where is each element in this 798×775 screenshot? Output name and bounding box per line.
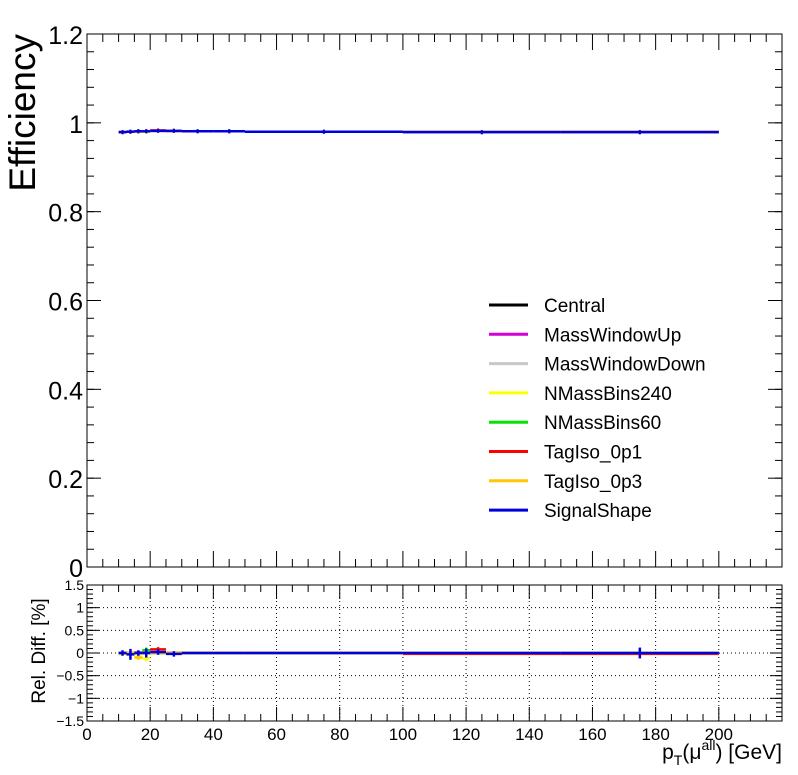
bottom-x-tick-label: 40 <box>204 725 223 744</box>
x-label-sup: all <box>701 737 715 753</box>
legend: Central MassWindowUp MassWindowDown NMassBi… <box>489 296 706 522</box>
legend-entry-label: MassWindowUp <box>544 325 681 346</box>
bottom-y-axis-label: Rel. Diff. [%] <box>29 598 50 703</box>
bottom-x-tick-label: 180 <box>641 725 669 744</box>
bottom-x-tick-label: 0 <box>82 725 91 744</box>
bottom-y-tick-label: 0 <box>76 645 84 661</box>
legend-entry-label: SignalShape <box>544 501 652 522</box>
top-y-tick-label: 0.6 <box>48 289 83 317</box>
legend-entry-label: NMassBins240 <box>544 384 672 405</box>
x-label-paren: (μ <box>682 741 701 764</box>
bottom-y-tick-label: 1 <box>76 600 84 616</box>
top-panel: 0 0.2 0.4 0.6 0.8 1 1.2 <box>48 22 783 583</box>
top-y-tick-label: 1 <box>69 111 83 139</box>
bottom-x-tick-label: 200 <box>705 725 733 744</box>
top-y-axis-label: Efficiency <box>2 34 43 192</box>
bottom-y-tick-label: −1.5 <box>56 713 84 729</box>
bottom-x-tick-label: 140 <box>515 725 543 744</box>
bottom-x-tick-label: 100 <box>389 725 417 744</box>
bottom-y-tick-label: −1 <box>68 690 84 706</box>
top-y-tick-label: 1.2 <box>48 22 83 50</box>
bottom-x-tick-label: 80 <box>330 725 349 744</box>
legend-entry-label: TagIso_0p1 <box>544 443 642 464</box>
x-label-sub: T <box>674 752 683 768</box>
legend-entry-label: MassWindowDown <box>544 355 706 376</box>
legend-entry-label: NMassBins60 <box>544 413 661 434</box>
bottom-panel: −1.5 −1 −0.5 0 0.5 1 1.5 0 20 40 60 80 100 120 140 160 1… <box>56 577 783 744</box>
top-plot-frame <box>86 33 783 568</box>
x-label-p: p <box>662 741 674 764</box>
x-label-rest: ) [GeV] <box>715 741 782 764</box>
bottom-x-tick-label: 20 <box>141 725 160 744</box>
bottom-y-tick-label: 1.5 <box>65 577 85 593</box>
bottom-x-axis-label: pT(μall) [GeV] <box>662 737 782 768</box>
top-y-tick-label: 0.2 <box>48 466 83 494</box>
legend-entry-label: Central <box>544 296 605 317</box>
top-y-tick-label: 0 <box>69 555 83 583</box>
bottom-x-tick-label: 160 <box>578 725 606 744</box>
legend-entry-label: TagIso_0p3 <box>544 472 642 493</box>
bottom-x-tick-label: 60 <box>267 725 286 744</box>
top-y-tick-label: 0.8 <box>48 200 83 228</box>
bottom-y-tick-label: −0.5 <box>56 668 84 684</box>
bottom-x-tick-label: 120 <box>452 725 480 744</box>
top-y-tick-label: 0.4 <box>48 377 83 405</box>
bottom-y-tick-label: 0.5 <box>65 622 85 638</box>
